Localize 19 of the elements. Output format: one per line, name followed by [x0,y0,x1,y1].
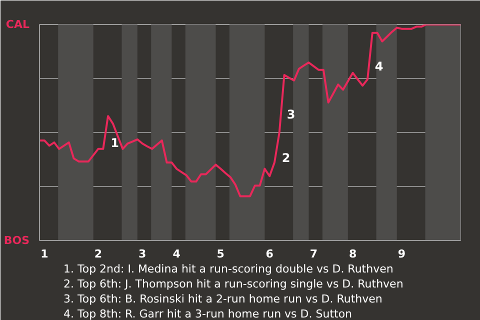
text: 2. Top 6th: J. Thompson hit a run-scoring single vs D. Ruthven [64,278,404,290]
x-tick-label: 2 [94,248,102,260]
annotation: 2 [282,151,290,166]
text: 1. Top 2nd: I. Medina hit a run-scoring double vs D. Ruthven [64,262,394,276]
x-tick-label: 8 [348,248,357,260]
x-tick-label: 1 [40,248,48,260]
text: BOS [4,234,30,247]
text: 4. Top 8th: R. Garr hit a 3-run home run vs D. Sutton [64,308,352,320]
x-tick-label: 9 [398,248,406,260]
x-tick-label: 4 [172,248,181,260]
x-tick-label: 6 [266,248,274,260]
x-tick-label: 7 [310,248,318,260]
annotation: 1 [110,136,119,150]
annotation: 4 [374,60,384,74]
text: CAL [6,18,30,31]
x-tick-label: 5 [216,248,224,260]
text: 3. Top 6th: B. Rosinski hit a 2-run home run vs D. Ruthven [64,292,382,306]
x-tick-label: 3 [138,248,146,260]
annotation: 3 [286,107,296,122]
